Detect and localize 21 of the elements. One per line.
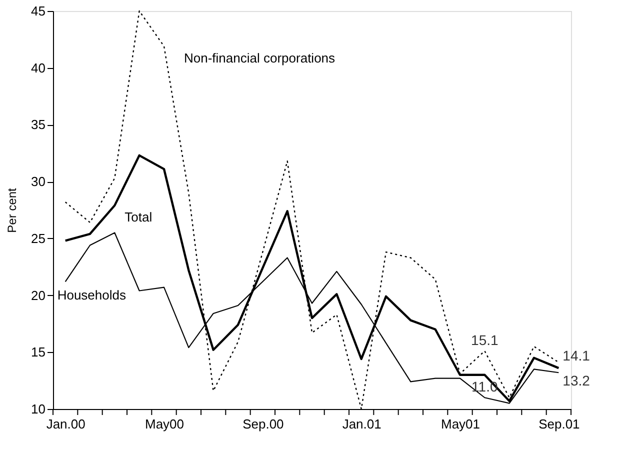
y-tick-label: 10 [31, 402, 46, 416]
series-label: Non-financial corporations [184, 50, 336, 66]
y-tick-label: 15 [31, 344, 46, 360]
x-tick-label: Sep.01 [538, 416, 580, 432]
y-tick-label: 30 [31, 174, 46, 190]
x-tick-label: May01 [440, 416, 480, 432]
series-label: Total [124, 209, 152, 224]
y-tick-label: 25 [31, 230, 46, 246]
x-tick-label: Jan.01 [342, 416, 382, 432]
x-tick-label: May00 [144, 416, 184, 432]
x-tick-label: Sep.00 [242, 416, 284, 432]
y-tick-label: 35 [31, 117, 46, 132]
y-tick-label: 40 [31, 60, 46, 76]
data-label: 15.1 [471, 332, 499, 348]
y-tick-label: 45 [31, 4, 46, 18]
data-label: 13.2 [562, 372, 590, 389]
y-axis-title: Per cent [5, 187, 20, 233]
x-tick-label: Jan.00 [46, 416, 86, 432]
series-label: Households [57, 288, 126, 303]
data-label: 14.1 [562, 347, 590, 364]
y-tick-label: 20 [31, 288, 46, 303]
